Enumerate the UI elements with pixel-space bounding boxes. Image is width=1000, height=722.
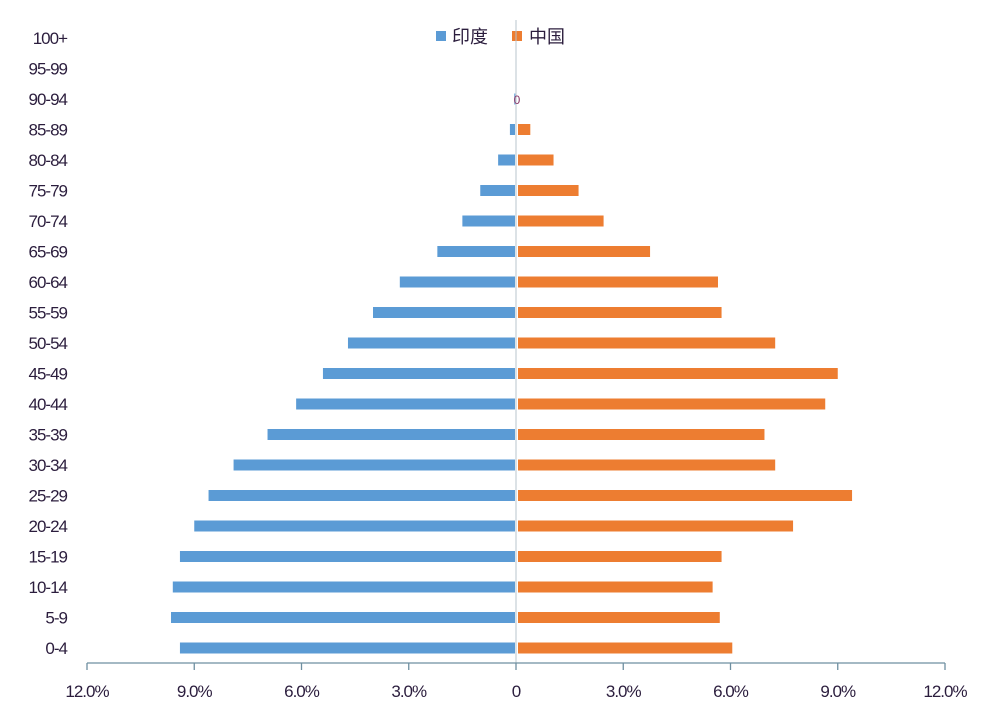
x-tick-label: 3.0% [391,682,427,701]
data-label-90-94: 0 [514,93,521,107]
y-category-label: 75-79 [29,182,68,201]
bar-china [518,368,838,379]
bar-india [322,368,515,379]
bar-india [437,246,515,257]
legend-swatch-india [436,31,446,41]
y-category-label: 30-34 [29,456,68,475]
y-category-label: 70-74 [29,212,68,231]
y-category-label: 95-99 [29,60,68,79]
x-tick-label: 9.0% [177,682,213,701]
legend-swatch-china [512,31,522,41]
bar-india [373,307,515,318]
bar-india [498,154,515,166]
bar-india [514,93,516,105]
bar-china [518,276,718,288]
bar-india [462,215,515,227]
y-category-label: 15-19 [29,548,68,567]
bar-india [480,185,515,196]
bar-india [399,276,515,288]
bar-china [518,551,722,562]
y-category-label: 20-24 [29,517,68,536]
bar-china [518,307,722,318]
y-category-label: 60-64 [29,273,68,292]
y-category-label: 40-44 [29,395,68,414]
y-category-label: 0-4 [45,639,67,658]
bar-india [194,520,515,532]
bar-china [518,154,554,166]
bar-china [518,398,826,410]
x-tick-label: 9.0% [820,682,856,701]
y-category-label: 100+ [33,29,68,48]
y-category-label: 35-39 [29,426,68,445]
bar-china [518,185,579,196]
x-tick-label: 6.0% [713,682,749,701]
bar-india [347,337,515,349]
bar-china [518,581,713,593]
bar-china [518,124,531,135]
y-category-label: 25-29 [29,487,68,506]
bar-china [518,520,794,532]
y-category-label: 5-9 [45,609,67,628]
bar-india [267,429,515,440]
bar-china [518,612,720,623]
bar-india [179,551,515,562]
bar-china [518,642,733,654]
bar-india [296,398,515,410]
x-tick-label: 6.0% [284,682,320,701]
y-category-label: 85-89 [29,121,68,140]
y-category-label: 80-84 [29,151,68,170]
y-category-label: 10-14 [29,578,68,597]
legend-label-china: 中国 [529,27,565,48]
legend-label-india: 印度 [452,27,488,48]
y-category-label: 50-54 [29,334,68,353]
bar-china [518,490,853,501]
y-category-label: 65-69 [29,243,68,262]
bar-india [233,459,515,471]
legend: 印度 中国 [436,27,565,48]
bar-india [179,642,515,654]
bar-china [518,459,776,471]
x-tick-label: 0 [512,682,521,701]
bar-china [518,215,604,227]
bar-india [172,581,516,593]
bar-india [171,612,515,623]
bar-india [509,124,515,135]
x-tick-label: 12.0% [65,682,109,701]
y-category-label: 90-94 [29,90,68,109]
bar-china [518,246,651,257]
y-category-label: 55-59 [29,304,68,323]
x-tick-label: 12.0% [923,682,967,701]
y-category-label: 45-49 [29,365,68,384]
bar-india [208,490,516,501]
x-tick-label: 3.0% [606,682,642,701]
bar-china [518,429,765,440]
bar-china [518,337,776,349]
